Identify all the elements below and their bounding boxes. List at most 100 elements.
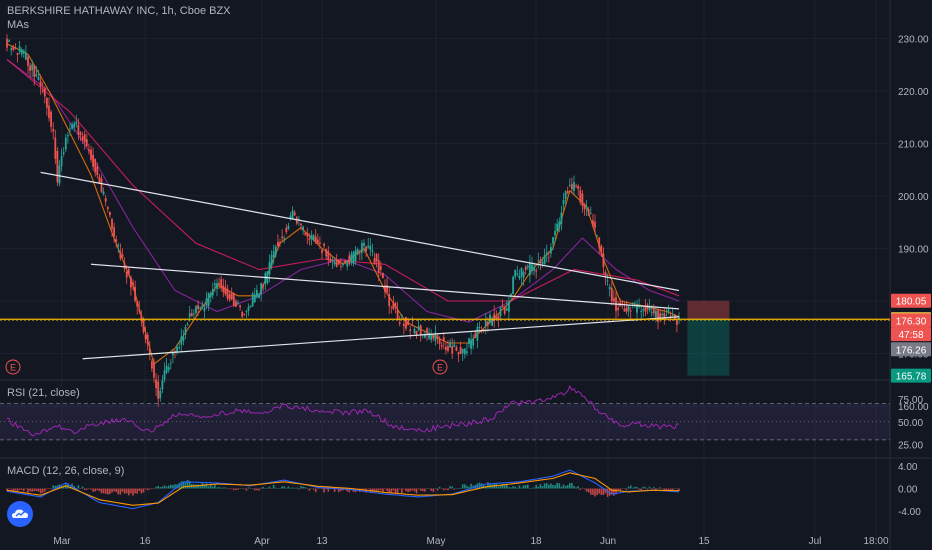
macd-histogram-bar: [327, 488, 330, 492]
candle: [659, 309, 661, 323]
macd-histogram-bar: [522, 485, 525, 489]
candle-body: [390, 306, 393, 308]
candle-body: [16, 52, 19, 55]
candle: [153, 358, 155, 383]
candle-body: [140, 315, 143, 319]
candle-body: [207, 293, 210, 307]
macd-histogram-bar: [249, 488, 252, 489]
candle-body: [596, 235, 598, 236]
candle-body: [283, 238, 286, 240]
candle: [539, 256, 542, 270]
macd-histogram-bar: [77, 485, 80, 489]
candle: [220, 275, 223, 292]
candle-body: [432, 335, 435, 339]
rsi-tick: 50.00: [898, 418, 923, 429]
candle-body: [104, 198, 107, 202]
macd-histogram-bar: [6, 488, 8, 492]
candle-body: [564, 191, 567, 200]
candle-body: [10, 48, 13, 51]
macd-histogram-bar: [214, 484, 216, 489]
macd-histogram-bar: [459, 488, 462, 489]
candle: [568, 178, 571, 188]
candle: [323, 242, 325, 249]
price-label-bg: [891, 368, 931, 383]
macd-histogram-bar: [83, 488, 86, 491]
candle-body: [100, 178, 103, 193]
candle-body: [384, 285, 386, 292]
candle: [594, 214, 596, 234]
candle-body: [505, 308, 508, 311]
candle: [190, 309, 193, 317]
macd-histogram-bar: [46, 488, 48, 490]
macd-histogram-bar: [384, 488, 386, 490]
macd-histogram-bar: [512, 486, 514, 489]
candle-body: [600, 245, 603, 254]
candle: [636, 300, 638, 321]
macd-histogram-bar: [367, 488, 369, 489]
candle-body: [14, 47, 17, 49]
candle: [16, 52, 19, 63]
macd-histogram-bar: [94, 488, 96, 492]
macd-histogram-bar: [220, 487, 222, 489]
candle-body: [642, 309, 645, 311]
candle-body: [96, 166, 99, 176]
candle-body: [373, 258, 376, 265]
macd-histogram-bar: [470, 483, 472, 489]
candle-body: [623, 309, 626, 312]
candle: [22, 49, 25, 59]
candle-body: [405, 317, 407, 329]
candle: [295, 215, 298, 226]
candle-body: [329, 259, 332, 262]
candle-body: [608, 286, 611, 290]
candle: [665, 307, 668, 317]
candle: [354, 246, 357, 265]
candle: [564, 190, 567, 207]
candle-body: [340, 266, 342, 267]
candle-body: [354, 250, 357, 262]
macd-histogram-bar: [205, 483, 208, 489]
candle-body: [409, 329, 412, 332]
rsi-label[interactable]: RSI (21, close): [7, 387, 80, 399]
macd-histogram-bar: [296, 487, 298, 489]
macd-histogram-bar: [527, 484, 529, 489]
indicator-label-mas[interactable]: MAs: [7, 19, 29, 31]
macd-histogram-bar: [627, 486, 630, 489]
candle: [638, 298, 640, 309]
candle: [440, 341, 443, 350]
macd-histogram-bar: [541, 486, 544, 489]
candle: [88, 144, 90, 155]
candle: [218, 277, 220, 290]
macd-histogram-bar: [33, 488, 36, 492]
macd-histogram-bar: [41, 488, 44, 493]
candle: [497, 313, 500, 328]
candle-body: [386, 285, 388, 293]
tradingview-logo[interactable]: [7, 501, 33, 527]
time-tick: May: [427, 536, 446, 547]
candle-body: [182, 336, 185, 342]
candle: [174, 349, 176, 359]
macd-label[interactable]: MACD (12, 26, close, 9): [7, 465, 125, 477]
candle: [157, 375, 160, 407]
macd-histogram-bar: [134, 488, 136, 494]
candle: [281, 229, 283, 242]
candle-body: [319, 242, 321, 244]
earnings-letter: E: [437, 363, 443, 373]
candle: [375, 252, 378, 268]
macd-histogram-bar: [453, 488, 456, 490]
candle: [52, 121, 55, 140]
candle: [270, 250, 273, 270]
candle: [466, 343, 468, 356]
candle: [262, 283, 265, 292]
candle-body: [312, 235, 315, 240]
macd-histogram-bar: [123, 488, 126, 494]
candle: [566, 186, 569, 195]
candle: [69, 123, 71, 136]
candle-body: [667, 309, 670, 312]
time-tick: Jun: [600, 536, 616, 547]
macd-histogram-bar: [188, 481, 191, 489]
candle: [589, 206, 592, 215]
candle-body: [558, 221, 561, 228]
macd-histogram-bar: [497, 486, 500, 489]
candle: [178, 341, 181, 351]
